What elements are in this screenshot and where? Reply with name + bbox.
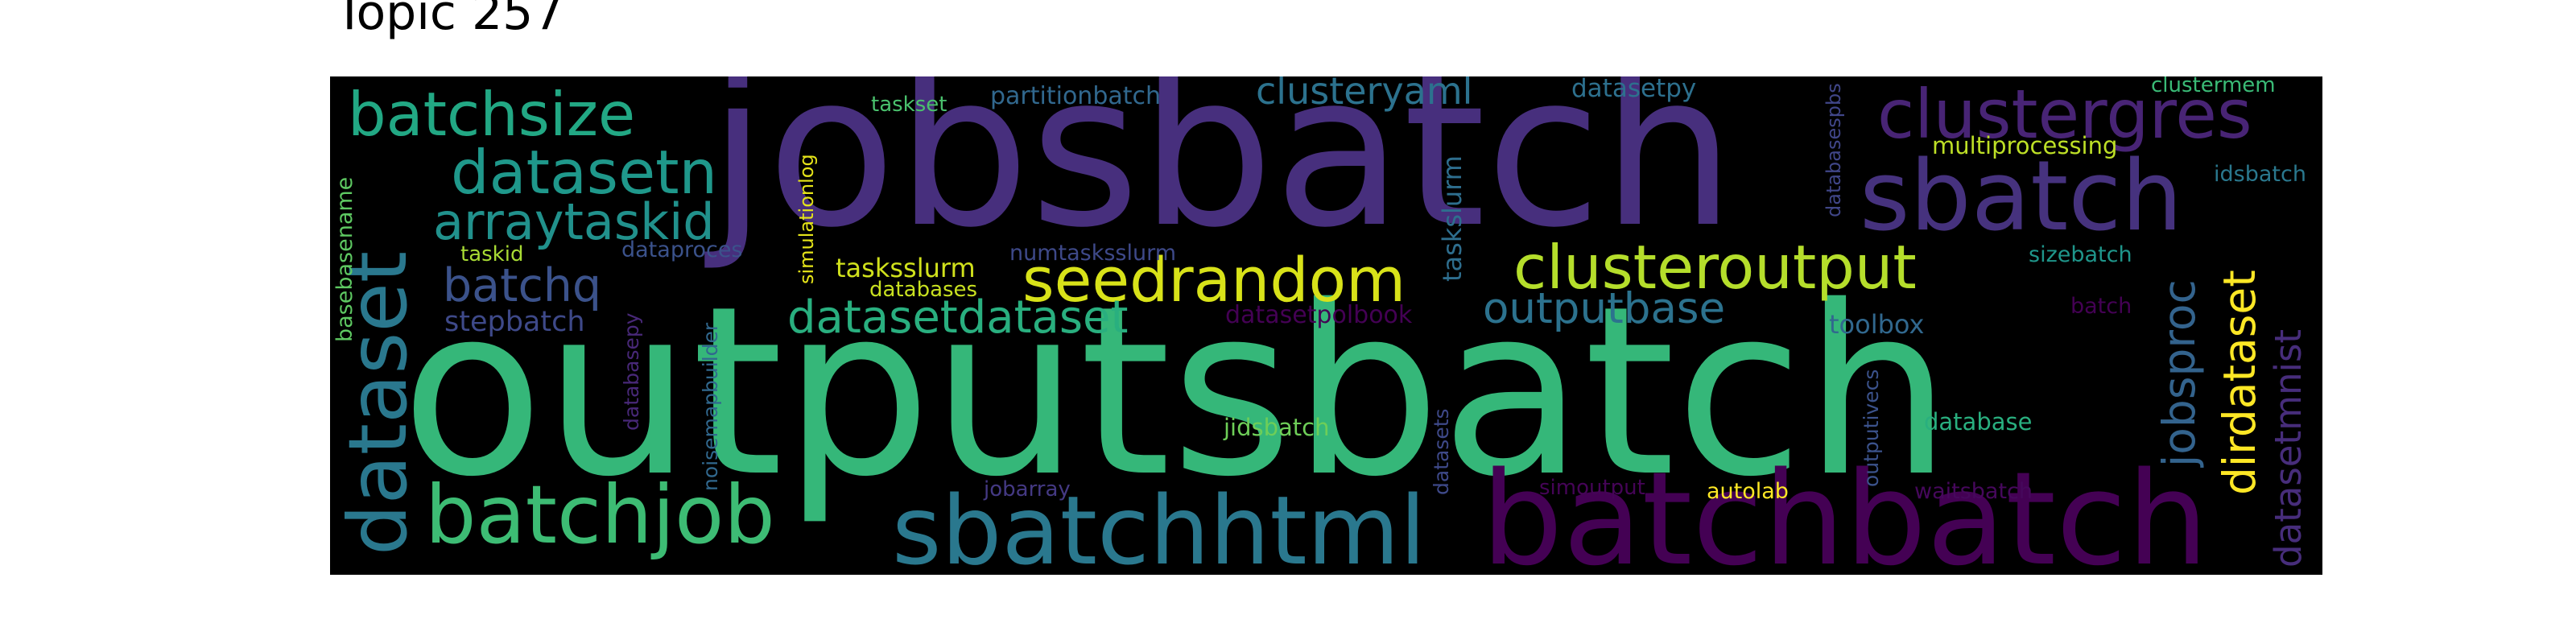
word-batchq: batchq — [443, 259, 602, 312]
word-toolbox: toolbox — [1829, 309, 1925, 340]
word-taskid: taskid — [460, 242, 524, 266]
word-waitsbatch: waitsbatch — [1914, 479, 2033, 504]
word-seedrandom: seedrandom — [1022, 244, 1406, 316]
word-datasetpolbook: datasetpolbook — [1225, 301, 1413, 329]
word-datasets: datasets — [1430, 408, 1453, 495]
word-databases: databases — [869, 278, 978, 302]
word-batch: batch — [2070, 294, 2132, 319]
word-simoutput: simoutput — [1539, 476, 1645, 500]
word-dataproces: dataproces — [621, 237, 743, 262]
word-autolab: autolab — [1707, 479, 1789, 504]
word-outputivecs: outputivecs — [1860, 369, 1883, 487]
word-datasetpy: datasetpy — [1571, 76, 1697, 103]
word-datasetmnist: datasetmnist — [2267, 328, 2310, 568]
word-numtasksslurm: numtasksslurm — [1009, 241, 1177, 266]
word-sbatchhtml: sbatchhtml — [892, 475, 1426, 575]
word-taskset: taskset — [871, 93, 947, 117]
word-simulationlog: simulationlog — [795, 154, 818, 284]
word-jobsproc: jobsproc — [2153, 279, 2205, 467]
word-clusteryaml: clusteryaml — [1256, 76, 1473, 113]
word-multiprocessing: multiprocessing — [1932, 132, 2118, 159]
word-database: database — [1924, 408, 2033, 436]
word-basebasename: basebasename — [332, 176, 357, 342]
word-stepbatch: stepbatch — [444, 306, 585, 338]
word-outputbase: outputbase — [1483, 284, 1726, 333]
word-databasepy: databasepy — [620, 312, 643, 431]
word-sizebatch: sizebatch — [2029, 242, 2132, 267]
word-datasetdataset: datasetdataset — [787, 291, 1129, 344]
word-taskslurm: taskslurm — [1437, 155, 1468, 282]
word-sbatch: sbatch — [1860, 141, 2183, 253]
word-noisemapbuilder: noisemapbuilder — [699, 322, 722, 491]
page-title: Topic 257 — [335, 0, 564, 41]
word-jobarray: jobarray — [984, 477, 1071, 502]
word-outputsbatch: outputsbatch — [401, 257, 1952, 528]
word-arraytaskid: arraytaskid — [433, 192, 715, 251]
word-jobsbatch: jobsbatch — [708, 76, 1736, 274]
word-batchbatch: batchbatch — [1481, 444, 2209, 576]
word-jidsbatch: jidsbatch — [1224, 414, 1330, 441]
word-tasksslurm: tasksslurm — [836, 253, 976, 283]
word-partitionbatch: partitionbatch — [990, 82, 1162, 110]
word-idsbatch: idsbatch — [2214, 162, 2306, 187]
word-batchjob: batchjob — [425, 468, 775, 562]
word-cloud: outputsbatch jobsbatch batchbatch sbatch… — [330, 76, 2322, 575]
word-dirdataset: dirdataset — [2214, 270, 2265, 495]
word-datasetn: datasetn — [451, 137, 718, 208]
word-batchsize: batchsize — [348, 79, 636, 150]
word-clusteroutput: clusteroutput — [1513, 232, 1917, 303]
word-clustermem: clustermem — [2151, 76, 2276, 97]
word-databasespbs: databasespbs — [1823, 83, 1845, 217]
word-clustergres: clustergres — [1877, 76, 2252, 154]
